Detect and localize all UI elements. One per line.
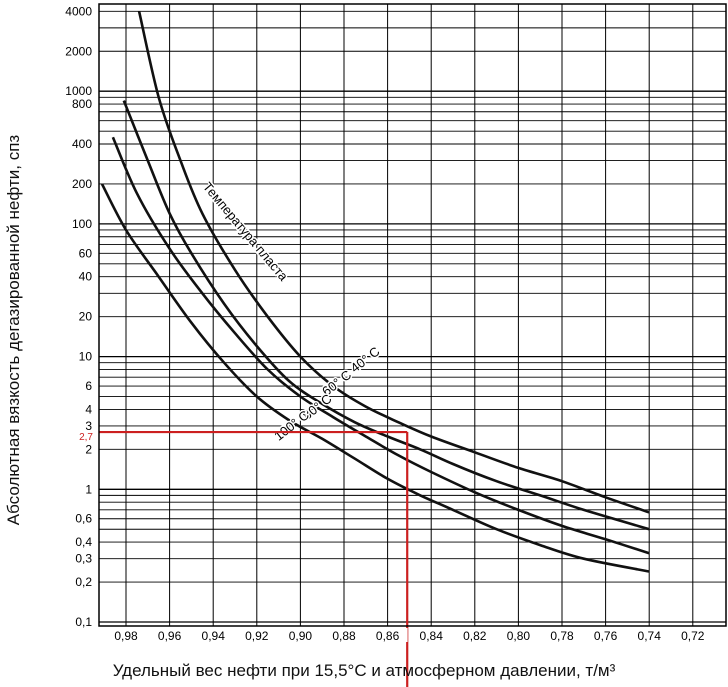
y-tick-19: 2000 xyxy=(65,44,92,58)
y-tick-4: 0,6 xyxy=(75,512,92,526)
x-tick-bg-3 xyxy=(236,628,277,642)
y-tick-5: 1 xyxy=(85,482,92,496)
curve-title: Температура пласта xyxy=(200,179,292,284)
tick-labels: 0,98 0,96 0,94 0,92 0,90 0,88 0,86 0,84 0,82 0,80… xyxy=(65,4,713,643)
y-tick-18: 1000 xyxy=(65,84,92,98)
x-tick-bg-8 xyxy=(454,628,495,642)
y-tick-3: 0,4 xyxy=(75,535,92,549)
x-tick-12: 0,74 xyxy=(638,629,662,643)
x-tick-7: 0,84 xyxy=(420,629,444,643)
x-tick-bg-10 xyxy=(542,628,582,642)
x-tick-2: 0,94 xyxy=(202,629,226,643)
x-tick-3: 0,92 xyxy=(245,629,269,643)
y-tick-1: 0,2 xyxy=(75,575,92,589)
x-tick-6: 0,86 xyxy=(376,629,400,643)
grid xyxy=(99,4,726,626)
y-tick-20: 4000 xyxy=(65,4,92,18)
y-tick-10: 10 xyxy=(79,350,93,364)
x-tick-bg-6 xyxy=(367,628,408,642)
y-tick-13: 60 xyxy=(79,246,93,260)
x-tick-0: 0,98 xyxy=(114,629,138,643)
x-tick-4: 0,90 xyxy=(289,629,313,643)
y-tick-16: 400 xyxy=(72,137,92,151)
y-tick-8: 4 xyxy=(85,402,92,416)
x-tick-1: 0,96 xyxy=(158,629,182,643)
plot-frame xyxy=(98,3,727,627)
series-label-0: 40° С xyxy=(348,344,383,376)
x-tick-9: 0,80 xyxy=(507,629,531,643)
x-axis-label: Удельный вес нефти при 15,5°С и атмосфер… xyxy=(112,661,616,680)
y-tick-0: 0,1 xyxy=(75,615,92,629)
x-tick-5: 0,88 xyxy=(332,629,356,643)
x-tick-bg-11 xyxy=(585,628,626,642)
x-tick-bg-2 xyxy=(193,628,234,642)
y-tick-17: 800 xyxy=(72,97,92,111)
y-tick-2: 0,3 xyxy=(75,552,92,566)
x-tick-8: 0,82 xyxy=(463,629,487,643)
x-tick-bg-0 xyxy=(106,628,146,642)
x-tick-bg-13 xyxy=(672,628,713,642)
x-tick-bg-5 xyxy=(324,628,364,642)
y-tick-7: 3 xyxy=(85,419,92,433)
series-curve-3 xyxy=(100,183,650,573)
series-curve-2 xyxy=(111,136,650,555)
x-tick-bg-1 xyxy=(149,628,190,642)
annotation: 2,7 xyxy=(79,430,409,687)
annotation-label: 2,7 xyxy=(79,432,93,443)
series-curve-1 xyxy=(122,100,650,531)
y-tick-9: 6 xyxy=(85,379,92,393)
x-tick-10: 0,78 xyxy=(550,629,574,643)
y-tick-12: 40 xyxy=(79,270,93,284)
y-axis-label: Абсолютная вязкость дегазированной нефти… xyxy=(4,134,23,526)
x-tick-bg-4 xyxy=(280,628,321,642)
series-curve-0 xyxy=(137,11,650,514)
x-tick-bg-7 xyxy=(411,628,452,642)
x-tick-bg-9 xyxy=(498,628,539,642)
x-tick-13: 0,72 xyxy=(681,629,705,643)
y-tick-11: 20 xyxy=(79,310,93,324)
y-tick-15: 200 xyxy=(72,177,92,191)
y-tick-6: 2 xyxy=(85,442,92,456)
y-tick-14: 100 xyxy=(72,217,92,231)
x-tick-bg-12 xyxy=(629,628,670,642)
x-tick-11: 0,76 xyxy=(594,629,618,643)
